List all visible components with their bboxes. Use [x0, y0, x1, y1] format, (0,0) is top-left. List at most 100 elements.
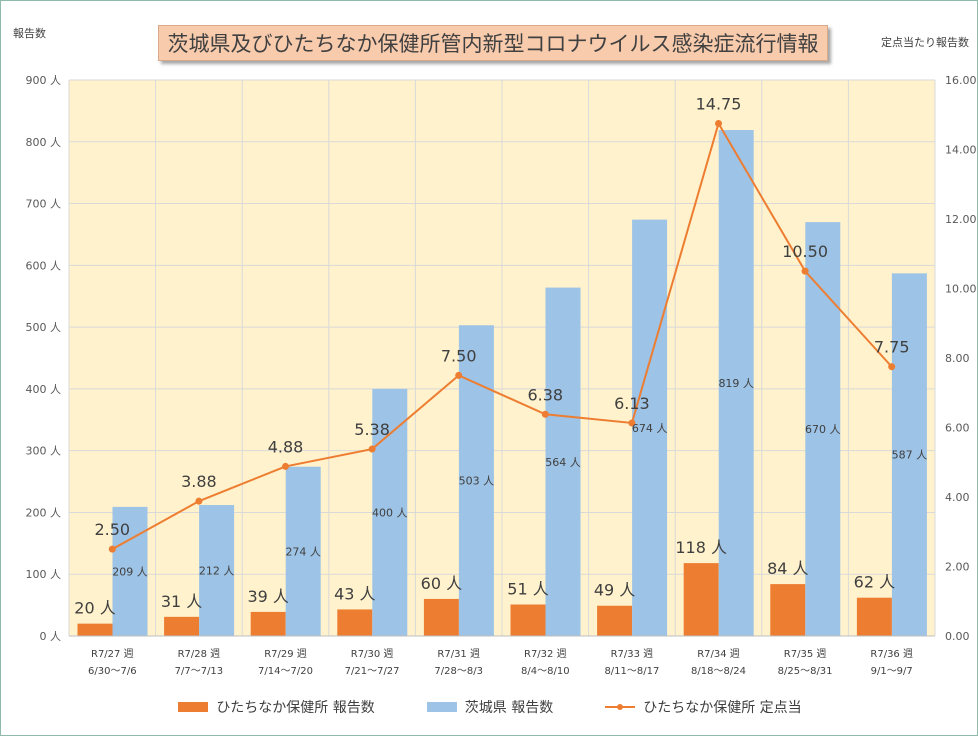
rate-point [888, 363, 896, 371]
data-label-hitachinaka-count: 51 人 [507, 579, 548, 598]
legend: ひたちなか保健所 報告数 茨城県 報告数 ひたちなか保健所 定点当 [1, 695, 978, 719]
bar-ibaraki-count [372, 388, 408, 636]
x-tick-label-dates: 7/21～7/27 [345, 666, 400, 677]
right-tick-label: 10.00 [945, 283, 977, 296]
bars [77, 130, 927, 637]
data-label-hitachinaka-count: 60 人 [421, 574, 462, 593]
x-tick-label-week: R7/36 週 [870, 648, 913, 660]
rate-point [715, 119, 722, 127]
rate-point [108, 545, 116, 553]
rate-point [541, 410, 549, 418]
data-label-hitachinaka-count: 39 人 [247, 587, 288, 606]
rate-point [195, 497, 203, 505]
legend-item-hitachinaka-rate: ひたちなか保健所 定点当 [605, 697, 802, 717]
data-label-hitachinaka-count: 62 人 [854, 573, 895, 592]
bar-ibaraki-count [199, 505, 235, 636]
x-tick-label-dates: 7/7～7/13 [175, 666, 224, 677]
left-tick-label: 100 人 [26, 568, 62, 581]
bar-ibaraki-count [285, 466, 321, 636]
data-label-ibaraki-count: 400 人 [372, 506, 408, 519]
data-label-rate: 6.38 [527, 385, 563, 404]
left-tick-label: 900 人 [26, 74, 62, 87]
rate-point [282, 462, 289, 470]
left-tick-label: 200 人 [26, 506, 62, 519]
x-tick-label-week: R7/33 週 [611, 648, 654, 660]
rate-line [108, 119, 896, 553]
data-label-rate: 7.75 [874, 338, 910, 357]
bar-ibaraki-count [891, 273, 927, 636]
legend-swatch-blue-bar [426, 702, 457, 712]
data-label-ibaraki-count: 274 人 [285, 545, 321, 558]
data-label-ibaraki-count: 674 人 [632, 422, 668, 435]
data-label-rate: 3.88 [181, 472, 217, 491]
bar-ibaraki-count [718, 130, 754, 637]
rate-point [801, 267, 809, 275]
x-tick-label-dates: 9/1～9/7 [871, 666, 913, 677]
bar-hitachinaka-count [250, 611, 286, 636]
left-tick-label: 800 人 [26, 136, 62, 149]
x-tick-label-dates: 8/4～8/10 [521, 666, 570, 677]
bar-hitachinaka-count [770, 584, 806, 636]
data-label-ibaraki-count: 819 人 [718, 377, 754, 390]
bar-hitachinaka-count [597, 605, 633, 636]
bar-hitachinaka-count [423, 598, 459, 636]
right-tick-label: 4.00 [945, 491, 970, 504]
legend-item-hitachinaka-count: ひたちなか保健所 報告数 [178, 697, 375, 717]
data-label-hitachinaka-count: 31 人 [161, 592, 202, 611]
legend-label: 茨城県 報告数 [464, 700, 554, 716]
bar-hitachinaka-count [510, 604, 546, 636]
rate-point [368, 445, 376, 453]
data-label-rate: 10.50 [782, 242, 828, 261]
data-label-ibaraki-count: 212 人 [199, 565, 235, 578]
legend-label: ひたちなか保健所 報告数 [216, 700, 375, 716]
data-label-hitachinaka-count: 20 人 [74, 599, 115, 618]
right-tick-label: 8.00 [945, 352, 970, 365]
rate-point [455, 371, 463, 379]
data-label-rate: 4.88 [268, 437, 304, 456]
legend-swatch-orange-bar [178, 702, 209, 712]
data-label-ibaraki-count: 564 人 [545, 456, 581, 469]
axis-ticks: 0 人 100 人 200 人 300 人 400 人 500 人 600 人 700 人 80… [26, 74, 977, 677]
x-tick-label-dates: 8/25～8/31 [778, 666, 833, 677]
rate-point [628, 419, 636, 427]
x-tick-label-week: R7/30 週 [351, 648, 394, 660]
data-label-rate: 6.13 [614, 394, 650, 413]
x-tick-label-week: R7/34 週 [697, 648, 740, 660]
legend-label: ひたちなか保健所 定点当 [643, 700, 802, 716]
bar-ibaraki-count [545, 287, 581, 636]
left-axis-title: 報告数 [13, 27, 46, 40]
x-tick-label-dates: 7/14～7/20 [258, 666, 313, 677]
x-tick-label-dates: 8/18～8/24 [691, 666, 746, 677]
bar-hitachinaka-count [337, 609, 373, 636]
right-tick-label: 6.00 [945, 422, 970, 435]
right-tick-label: 16.00 [945, 74, 977, 87]
bar-hitachinaka-count [683, 563, 719, 636]
bar-hitachinaka-count [856, 597, 892, 636]
data-label-ibaraki-count: 587 人 [892, 449, 928, 462]
x-tick-label-dates: 7/28～8/3 [434, 666, 483, 677]
x-tick-label-week: R7/32 週 [524, 648, 567, 660]
x-tick-label-week: R7/28 週 [178, 648, 221, 660]
left-tick-label: 0 人 [40, 630, 62, 643]
data-label-hitachinaka-count: 49 人 [594, 581, 635, 600]
x-tick-label-week: R7/29 週 [264, 648, 307, 660]
bar-ibaraki-count [632, 219, 668, 636]
left-tick-label: 600 人 [26, 259, 62, 272]
right-tick-label: 2.00 [945, 561, 970, 574]
data-label-hitachinaka-count: 84 人 [767, 559, 808, 578]
legend-item-ibaraki-count: 茨城県 報告数 [426, 697, 554, 717]
bar-ibaraki-count [112, 506, 148, 636]
data-label-hitachinaka-count: 118 人 [675, 538, 727, 557]
left-tick-label: 500 人 [26, 321, 62, 334]
legend-swatch-line [605, 702, 636, 712]
left-tick-label: 300 人 [26, 445, 62, 458]
left-tick-label: 400 人 [26, 383, 62, 396]
bar-hitachinaka-count [77, 623, 113, 636]
data-label-rate: 2.50 [94, 520, 130, 539]
right-axis-title: 定点当たり報告数 [881, 36, 969, 49]
data-label-rate: 14.75 [696, 94, 742, 113]
chart-title: 茨城県及びひたちなか保健所管内新型コロナウイルス感染症流行情報 [158, 25, 828, 61]
right-tick-label: 14.00 [945, 144, 977, 157]
